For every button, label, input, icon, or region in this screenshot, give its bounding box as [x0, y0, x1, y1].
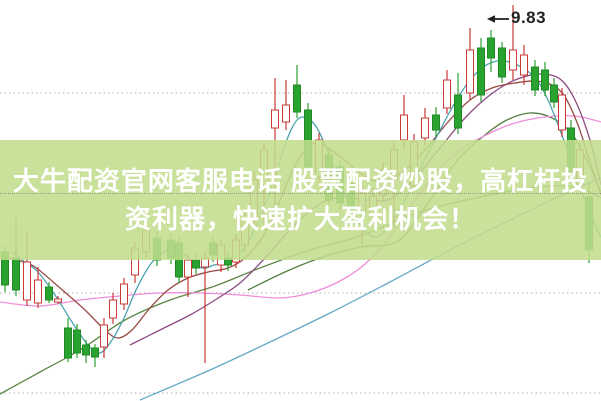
candle-body: [400, 114, 408, 141]
candle-body: [558, 94, 566, 131]
candle-body: [12, 257, 20, 291]
candle-body: [73, 329, 81, 354]
candle-body: [82, 344, 90, 356]
candle-body: [421, 117, 429, 139]
price-annotation-label: 9.83: [511, 8, 547, 27]
candle-body: [466, 49, 474, 94]
candle-body: [120, 283, 128, 305]
candle-body: [509, 49, 517, 71]
candle-body: [487, 37, 495, 59]
candle-body: [91, 347, 99, 358]
candle-body: [54, 298, 62, 303]
candle-body: [477, 47, 485, 96]
candle-body: [100, 324, 108, 348]
candle-body: [443, 79, 451, 109]
candle-body: [64, 327, 72, 359]
candle-body: [498, 47, 506, 78]
promo-text-line-1: 大牛配资官网客服电话 股票配资炒股，高杠杆投: [12, 166, 589, 196]
candle-body: [109, 299, 117, 319]
candle-body: [454, 94, 462, 129]
candle-body: [541, 69, 549, 91]
candle-body: [271, 109, 279, 129]
candle-body: [23, 261, 31, 301]
candle-body: [34, 279, 42, 304]
candle-body: [550, 84, 558, 103]
candle-body: [184, 259, 192, 278]
gridline-overlay: [0, 193, 601, 194]
candle-body: [192, 259, 200, 269]
candle-body: [45, 286, 53, 301]
candle-body: [282, 104, 290, 123]
price-arrow-head: [487, 15, 495, 23]
promo-text-line-2: 资利器，快速扩大盈利机会！: [124, 204, 476, 234]
promo-banner: 大牛配资官网客服电话 股票配资炒股，高杠杆投 资利器，快速扩大盈利机会！: [0, 140, 601, 260]
candle-body: [293, 84, 301, 113]
candle-body: [520, 54, 528, 76]
candle-body: [432, 114, 440, 131]
candle-body: [531, 66, 539, 91]
